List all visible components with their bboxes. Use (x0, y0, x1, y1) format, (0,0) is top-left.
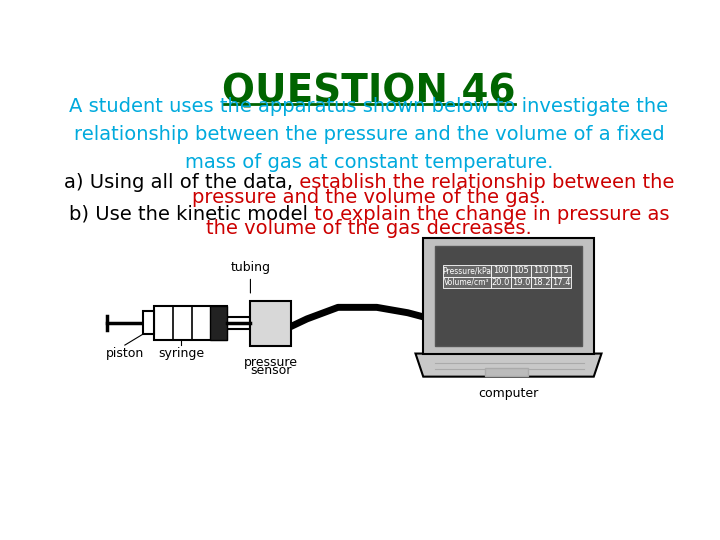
Text: establish the relationship between the: establish the relationship between the (293, 173, 674, 192)
Text: b) Use the kinetic model: b) Use the kinetic model (68, 205, 307, 224)
Text: 100: 100 (493, 266, 508, 275)
Polygon shape (415, 354, 601, 377)
Text: Volume/cm³: Volume/cm³ (444, 278, 490, 287)
Text: pressure and the volume of the gas.: pressure and the volume of the gas. (192, 188, 546, 207)
Text: a) Using all of the data,: a) Using all of the data, (64, 173, 293, 192)
Bar (551, 276, 571, 288)
Text: A student uses the apparatus shown below to investigate the
relationship between: A student uses the apparatus shown below… (69, 97, 669, 172)
Text: piston: piston (106, 347, 144, 360)
Bar (228, 316, 251, 329)
Text: 19.0: 19.0 (512, 278, 530, 287)
Text: QUESTION 46: QUESTION 46 (222, 73, 516, 111)
Text: Pressure/kPa: Pressure/kPa (442, 266, 491, 275)
Bar (490, 265, 510, 276)
Text: 110: 110 (534, 266, 549, 275)
Text: syringe: syringe (158, 347, 204, 360)
Text: the volume of the gas decreases.: the volume of the gas decreases. (206, 219, 532, 238)
Text: 115: 115 (554, 266, 569, 275)
Text: computer: computer (478, 387, 539, 400)
Bar (510, 265, 531, 276)
Bar (435, 246, 582, 346)
Bar (251, 301, 291, 346)
Bar (531, 265, 551, 276)
Text: pressure: pressure (243, 356, 297, 369)
Bar (531, 276, 551, 288)
Text: tubing: tubing (230, 261, 271, 274)
Text: sensor: sensor (250, 364, 292, 377)
Bar (153, 306, 228, 340)
Bar (510, 276, 531, 288)
Text: 20.0: 20.0 (492, 278, 510, 287)
Text: 105: 105 (513, 266, 528, 275)
Bar (443, 276, 490, 288)
Bar (490, 276, 510, 288)
Text: 18.2: 18.2 (532, 278, 550, 287)
Bar (423, 238, 594, 354)
Bar (210, 306, 228, 340)
Text: 17.4: 17.4 (552, 278, 570, 287)
Text: to explain the change in pressure as: to explain the change in pressure as (307, 205, 670, 224)
Bar (485, 368, 528, 376)
Bar (551, 265, 571, 276)
Bar (443, 265, 490, 276)
Bar (143, 311, 153, 334)
